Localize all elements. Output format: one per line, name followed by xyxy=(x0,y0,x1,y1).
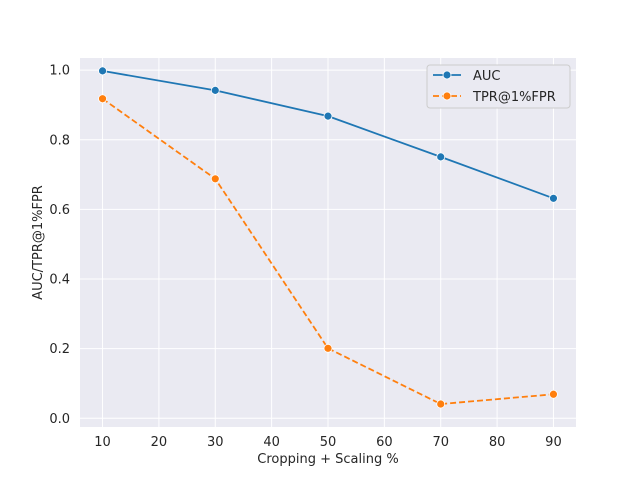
x-tick-label: 50 xyxy=(320,435,337,450)
y-tick-label: 0.8 xyxy=(49,133,70,148)
x-tick-label: 90 xyxy=(545,435,562,450)
y-tick-label: 1.0 xyxy=(49,64,70,79)
x-tick-label: 80 xyxy=(489,435,506,450)
data-point-tpr-1-fpr xyxy=(323,343,333,353)
legend-marker-tpr xyxy=(442,91,452,101)
y-tick-label: 0.4 xyxy=(49,273,70,288)
data-point-tpr-1-fpr xyxy=(436,399,446,409)
y-tick-label: 0.6 xyxy=(49,203,70,218)
legend-box xyxy=(426,64,571,109)
data-point-tpr-1-fpr xyxy=(549,389,558,399)
series-layer xyxy=(98,66,558,409)
legend-label-auc: AUC xyxy=(473,69,501,84)
legend-label-tpr: TPR@1%FPR xyxy=(472,90,556,105)
legend: AUC TPR@1%FPR xyxy=(426,64,571,109)
x-tick-label: 40 xyxy=(263,435,280,450)
y-tick-label: 0.2 xyxy=(49,342,70,357)
data-point-auc xyxy=(549,193,558,203)
x-tick-label: 30 xyxy=(207,435,224,450)
legend-marker-auc xyxy=(442,70,452,80)
x-tick-label: 10 xyxy=(94,435,111,450)
x-axis-title: Cropping + Scaling % xyxy=(257,452,398,467)
data-point-auc xyxy=(210,85,220,95)
y-tick-label: 0.0 xyxy=(49,412,70,427)
data-point-auc xyxy=(323,111,333,121)
tick-labels: 10 20 30 40 50 60 70 80 90 0.0 0.2 0.4 0.6 0.8 1.0 xyxy=(49,64,561,450)
x-tick-label: 70 xyxy=(432,435,449,450)
data-point-auc xyxy=(98,66,107,76)
data-point-tpr-1-fpr xyxy=(210,174,220,184)
data-point-auc xyxy=(436,152,446,162)
x-tick-label: 60 xyxy=(376,435,393,450)
series-line-tpr-1-fpr xyxy=(102,97,554,405)
data-point-tpr-1-fpr xyxy=(98,94,107,104)
x-tick-label: 20 xyxy=(151,435,168,450)
y-axis-title: AUC/TPR@1%FPR xyxy=(31,185,46,300)
